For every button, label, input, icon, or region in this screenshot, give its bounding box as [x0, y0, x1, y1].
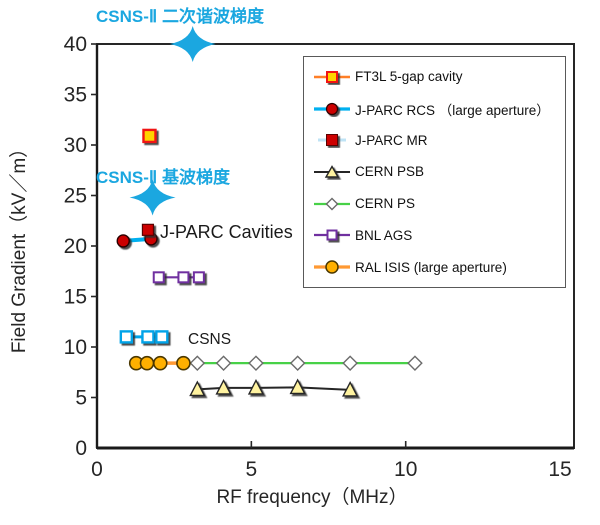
x-tick-label: 15 — [548, 458, 571, 481]
marker-ral-isis — [139, 355, 155, 371]
marker-csns — [155, 330, 169, 344]
legend-marker-ft3l-icon — [314, 70, 350, 83]
y-tick-label: 40 — [64, 33, 87, 56]
legend-marker-cern-psb-icon — [314, 165, 350, 178]
annotation-csns: CSNS — [188, 331, 231, 348]
legend-marker-cern-ps-icon — [314, 197, 350, 211]
marker-ral-isis — [176, 355, 191, 371]
csns2-fundamental-star-icon — [129, 179, 176, 216]
legend-item-cern-ps: CERN PS — [312, 191, 563, 217]
x-tick-label: 10 — [394, 458, 417, 481]
marker-ral-isis — [152, 355, 168, 371]
legend-marker-ral-isis-icon — [314, 260, 350, 274]
legend-item-jparc-rcs: J-PARC RCS （large aperture） — [312, 96, 563, 122]
marker-cern-psb — [289, 378, 306, 395]
marker-cern-ps — [342, 355, 358, 371]
legend-label: J-PARC RCS （large aperture） — [355, 102, 550, 118]
legend-label: BNL AGS — [355, 227, 413, 243]
csns2-second-harmonic-star-icon — [169, 26, 216, 62]
y-tick-label: 10 — [64, 336, 87, 359]
annotation-jparc-cavities: J-PARC Cavities — [160, 222, 293, 242]
legend-label: RAL ISIS (large aperture) — [355, 259, 507, 275]
marker-bnl-ags — [192, 271, 205, 284]
legend-label: CERN PSB — [355, 164, 425, 180]
marker-bnl-ags — [152, 271, 165, 284]
legend-item-jparc-mr: J-PARC MR — [312, 127, 563, 153]
marker-ft3l — [142, 128, 157, 144]
marker-csns — [141, 330, 155, 344]
y-tick-label: 20 — [64, 235, 87, 258]
marker-cern-psb — [247, 378, 265, 395]
legend-marker-jparc-mr-icon — [318, 134, 346, 147]
annotation-fundamental: CSNS-Ⅱ 基波梯度 — [96, 167, 231, 187]
marker-cern-psb — [342, 380, 359, 397]
marker-jparc-mr — [141, 223, 155, 236]
legend-label: CERN PS — [355, 196, 416, 212]
marker-bnl-ags — [177, 271, 190, 284]
marker-cern-ps — [189, 355, 206, 371]
annotation-second-harmonic: CSNS-Ⅱ 二次谐波梯度 — [96, 6, 265, 26]
marker-cern-psb — [215, 378, 232, 395]
marker-cern-ps — [215, 355, 232, 371]
x-axis-title: RF frequency（MHz） — [216, 486, 407, 508]
legend-box: FT3L 5-gap cavity J-PARC RCS （large aper… — [303, 56, 566, 288]
legend-item-bnl-ags: BNL AGS — [312, 222, 563, 248]
legend-item-cern-psb: CERN PSB — [312, 159, 563, 185]
y-tick-label: 30 — [64, 134, 87, 157]
legend-item-ral-isis: RAL ISIS (large aperture) — [312, 254, 563, 280]
x-tick-label: 5 — [246, 458, 258, 481]
y-tick-label: 15 — [64, 286, 87, 309]
marker-csns — [119, 330, 134, 344]
legend-label: J-PARC MR — [355, 132, 428, 148]
marker-jparc-rcs — [116, 234, 130, 248]
marker-cern-psb — [189, 380, 206, 397]
y-tick-label: 35 — [64, 84, 87, 107]
marker-cern-ps — [407, 355, 423, 371]
marker-cern-ps — [289, 355, 306, 371]
x-tick-label: 0 — [91, 458, 103, 481]
marker-cern-ps — [248, 355, 264, 371]
y-axis-title: Field Gradient（kV／m） — [8, 139, 30, 353]
legend-marker-jparc-rcs-icon — [314, 102, 350, 115]
legend-item-ft3l: FT3L 5-gap cavity — [312, 64, 563, 90]
y-tick-label: 0 — [75, 437, 87, 460]
y-tick-label: 5 — [75, 387, 87, 410]
legend-label: FT3L 5-gap cavity — [355, 69, 463, 85]
legend-marker-bnl-ags-icon — [314, 229, 350, 241]
y-tick-label: 25 — [64, 185, 87, 208]
